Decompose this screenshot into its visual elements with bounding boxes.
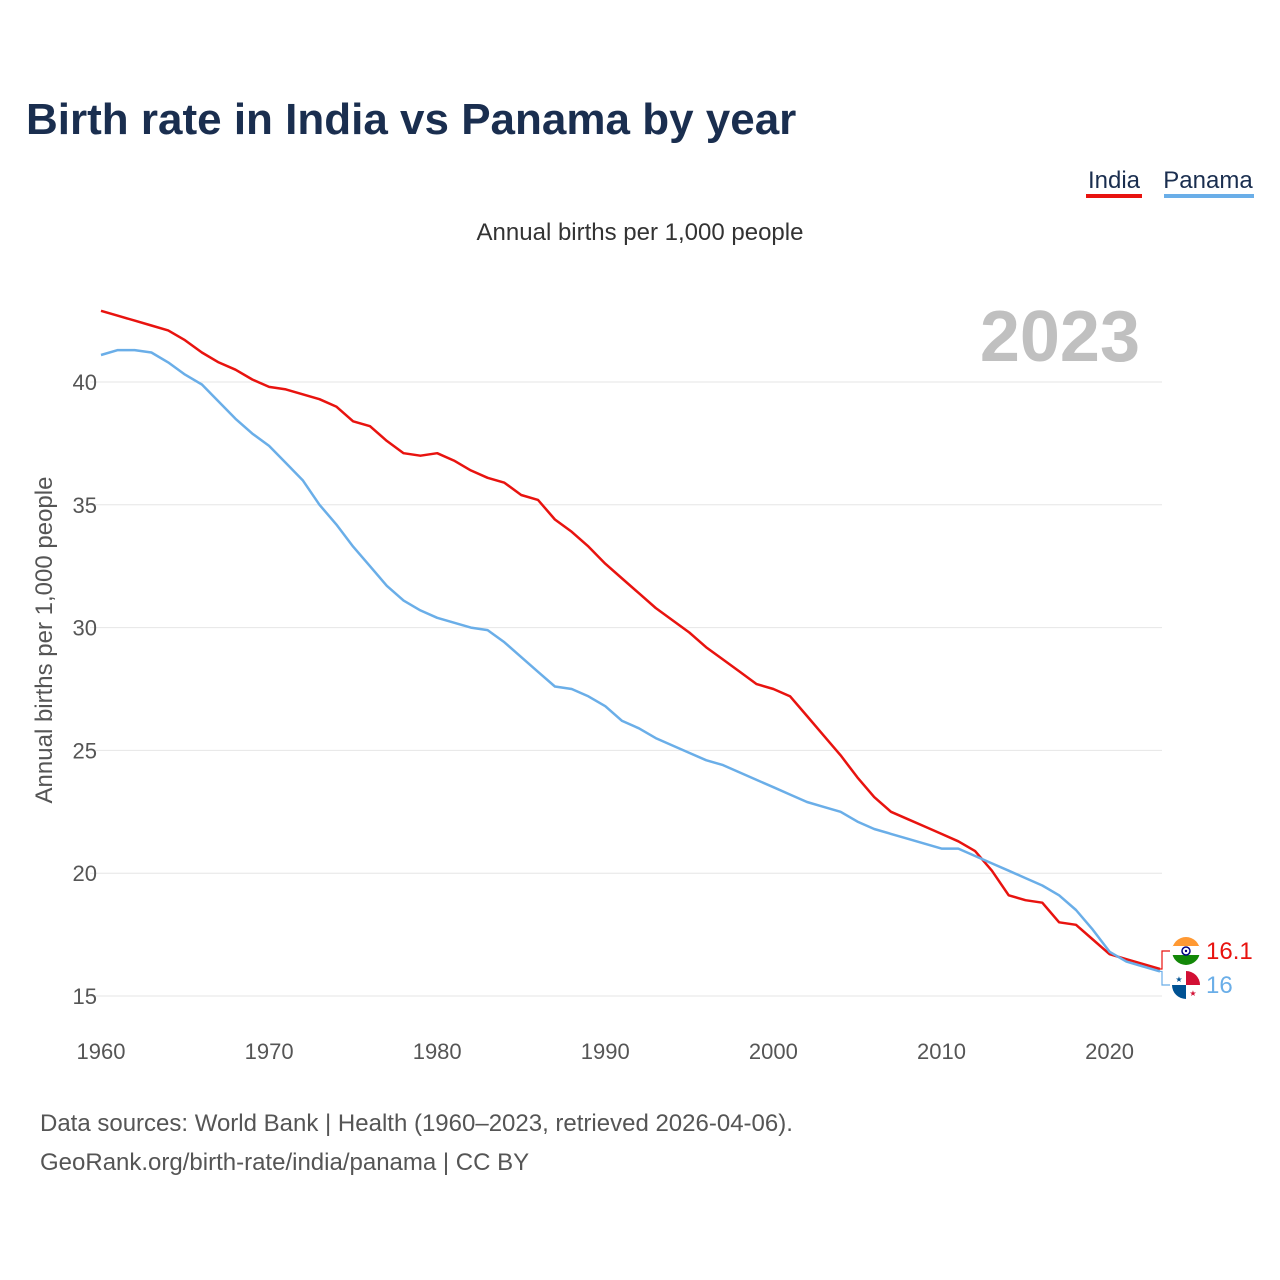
end-connector-india [1160,950,1170,970]
source-line-2[interactable]: GeoRank.org/birth-rate/india/panama | CC… [40,1149,529,1176]
legend-item-panama[interactable]: Panama [1163,167,1253,194]
end-label-india: 16.1 [1206,938,1253,965]
legend-swatch-india [1086,194,1142,198]
end-connector-panama [1160,970,1170,986]
y-tick-label: 15 [73,984,97,1009]
india-flag [1172,937,1200,965]
legend: India Panama [1086,167,1254,198]
svg-text:★: ★ [1189,989,1196,998]
y-tick-labels: 15 20 25 30 35 40 [73,370,97,1009]
series-lines [100,309,1170,986]
y-tick-label: 20 [73,861,97,886]
chart-subtitle: Annual births per 1,000 people [477,219,804,246]
x-tick-label: 2000 [749,1039,798,1064]
y-tick-label: 25 [73,738,97,763]
x-tick-label: 1980 [413,1039,462,1064]
panama-flag: ★ ★ [1172,971,1200,999]
y-tick-label: 35 [73,493,97,518]
svg-text:★: ★ [1175,975,1182,984]
x-tick-label: 1970 [245,1039,294,1064]
x-tick-label: 1960 [77,1039,126,1064]
x-tick-label: 2010 [917,1039,966,1064]
x-tick-labels: 1960 1970 1980 1990 2000 2010 2020 [77,1039,1135,1064]
legend-item-india[interactable]: India [1088,167,1141,194]
year-watermark: 2023 [980,297,1140,377]
y-axis-label: Annual births per 1,000 people [31,477,58,804]
legend-swatch-panama [1164,194,1254,198]
series-line-india[interactable] [100,309,1161,971]
end-label-panama: 16 [1206,972,1233,999]
gridlines [90,381,1162,997]
series-line-panama[interactable] [100,348,1161,973]
x-tick-label: 2020 [1085,1039,1134,1064]
y-tick-label: 30 [73,616,97,641]
y-tick-label: 40 [73,370,97,395]
source-line-1: Data sources: World Bank | Health (1960–… [40,1110,793,1137]
x-tick-label: 1990 [581,1039,630,1064]
chart-title: Birth rate in India vs Panama by year [26,95,796,144]
